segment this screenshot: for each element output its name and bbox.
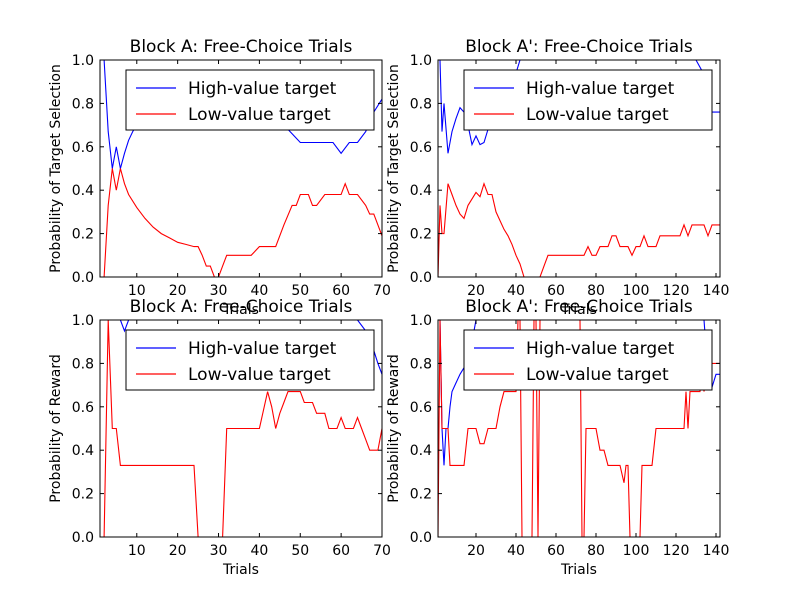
x-axis-label: Trials (222, 562, 259, 578)
x-tick-label: 40 (250, 543, 268, 559)
legend-box (463, 69, 713, 131)
legend: High-value target Low-value target (125, 329, 375, 391)
legend: High-value target Low-value target (463, 329, 713, 391)
x-tick-label: 140 (703, 543, 730, 559)
series-line-low-value (438, 320, 720, 537)
y-tick-label: 1.0 (72, 53, 94, 69)
y-tick-label: 0.0 (72, 530, 94, 546)
y-tick-label: 1.0 (72, 313, 94, 329)
legend-label: Low-value target (526, 365, 669, 385)
legend-box (125, 69, 375, 131)
y-axis-label: Probability of Target Selection (48, 64, 64, 273)
series-line-low-value (100, 168, 382, 277)
x-tick-label: 60 (547, 283, 565, 299)
x-tick-label: 60 (547, 543, 565, 559)
legend-box (125, 329, 375, 391)
x-tick-label: 120 (663, 543, 690, 559)
y-tick-label: 0.4 (410, 443, 432, 459)
y-tick-label: 1.0 (410, 313, 432, 329)
y-tick-label: 0.4 (72, 443, 94, 459)
y-tick-label: 0.0 (72, 270, 94, 286)
x-tick-label: 40 (507, 543, 525, 559)
x-axis-label: Trials (560, 302, 597, 318)
x-tick-label: 20 (169, 543, 187, 559)
chart-title: Block A': Free-Choice Trials (465, 37, 693, 57)
legend: High-value target Low-value target (463, 69, 713, 131)
y-tick-label: 0.2 (72, 487, 94, 503)
axes-frame (99, 319, 383, 538)
x-tick-label: 40 (250, 283, 268, 299)
chart-panel-1: 10 20 30 40 50 60 70 0.0 0.2 0.4 0.6 0.8 1.0 Trials Pr… (48, 37, 391, 318)
y-tick-label: 0.8 (410, 356, 432, 372)
x-tick-label: 40 (507, 283, 525, 299)
series-line-high-value (438, 60, 720, 154)
y-tick-label: 0.2 (410, 227, 432, 243)
x-tick-label: 70 (373, 543, 391, 559)
chart-title: Block A: Free-Choice Trials (130, 37, 353, 57)
y-axis-label: Probability of Reward (386, 354, 402, 503)
x-tick-label: 20 (467, 543, 485, 559)
y-axis-label: Probability of Target Selection (386, 64, 402, 273)
y-tick-label: 0.8 (410, 96, 432, 112)
y-tick-label: 0.2 (410, 487, 432, 503)
x-tick-label: 60 (332, 543, 350, 559)
y-tick-label: 0.8 (72, 356, 94, 372)
x-tick-label: 70 (373, 283, 391, 299)
series-line-low-value (100, 320, 382, 537)
x-tick-label: 80 (587, 543, 605, 559)
chart-title: Block A: Free-Choice Trials (130, 297, 353, 317)
legend-label: Low-value target (188, 365, 331, 385)
x-tick-label: 140 (703, 283, 730, 299)
legend-label: High-value target (526, 79, 675, 99)
y-tick-label: 0.8 (72, 96, 94, 112)
axes-frame (99, 59, 383, 278)
x-tick-label: 30 (210, 283, 228, 299)
y-axis-label: Probability of Reward (48, 354, 64, 503)
chart-title: Block A': Free-Choice Trials (465, 297, 693, 317)
legend-label: High-value target (526, 339, 675, 359)
y-tick-label: 0.6 (72, 400, 94, 416)
legend-label: Low-value target (526, 105, 669, 125)
x-axis-label: Trials (222, 302, 259, 318)
axes-frame (437, 59, 721, 278)
y-tick-label: 0.6 (410, 140, 432, 156)
x-tick-label: 100 (623, 283, 650, 299)
y-tick-label: 0.4 (410, 183, 432, 199)
legend-label: High-value target (188, 79, 337, 99)
x-tick-label: 80 (587, 283, 605, 299)
y-tick-label: 0.2 (72, 227, 94, 243)
chart-panel-3: 10 20 30 40 50 60 70 0.0 0.2 0.4 0.6 0.8 1.0 Trials Pr… (48, 297, 391, 578)
y-tick-label: 0.0 (410, 270, 432, 286)
x-tick-label: 10 (128, 543, 146, 559)
x-tick-label: 20 (467, 283, 485, 299)
y-tick-label: 0.0 (410, 530, 432, 546)
x-tick-label: 10 (128, 283, 146, 299)
y-tick-label: 0.4 (72, 183, 94, 199)
legend-label: Low-value target (188, 105, 331, 125)
x-axis-label: Trials (560, 562, 597, 578)
legend-label: High-value target (188, 339, 337, 359)
x-tick-label: 50 (291, 283, 309, 299)
x-tick-label: 100 (623, 543, 650, 559)
x-tick-label: 20 (169, 283, 187, 299)
y-tick-label: 0.6 (410, 400, 432, 416)
legend: High-value target Low-value target (125, 69, 375, 131)
x-tick-label: 120 (663, 283, 690, 299)
axes-frame (437, 319, 721, 538)
x-tick-label: 30 (210, 543, 228, 559)
series-line-low-value (438, 181, 720, 277)
x-tick-label: 60 (332, 283, 350, 299)
legend-box (463, 329, 713, 391)
chart-panel-2: 20 40 60 80 100 120 140 0.0 0.2 0.4 0.6 0.8 1.0 Trial… (386, 37, 729, 318)
y-tick-label: 0.6 (72, 140, 94, 156)
y-tick-label: 1.0 (410, 53, 432, 69)
x-tick-label: 50 (291, 543, 309, 559)
chart-panel-4: 20 40 60 80 100 120 140 0.0 0.2 0.4 0.6 0.8 1.0 Trial… (386, 297, 729, 578)
